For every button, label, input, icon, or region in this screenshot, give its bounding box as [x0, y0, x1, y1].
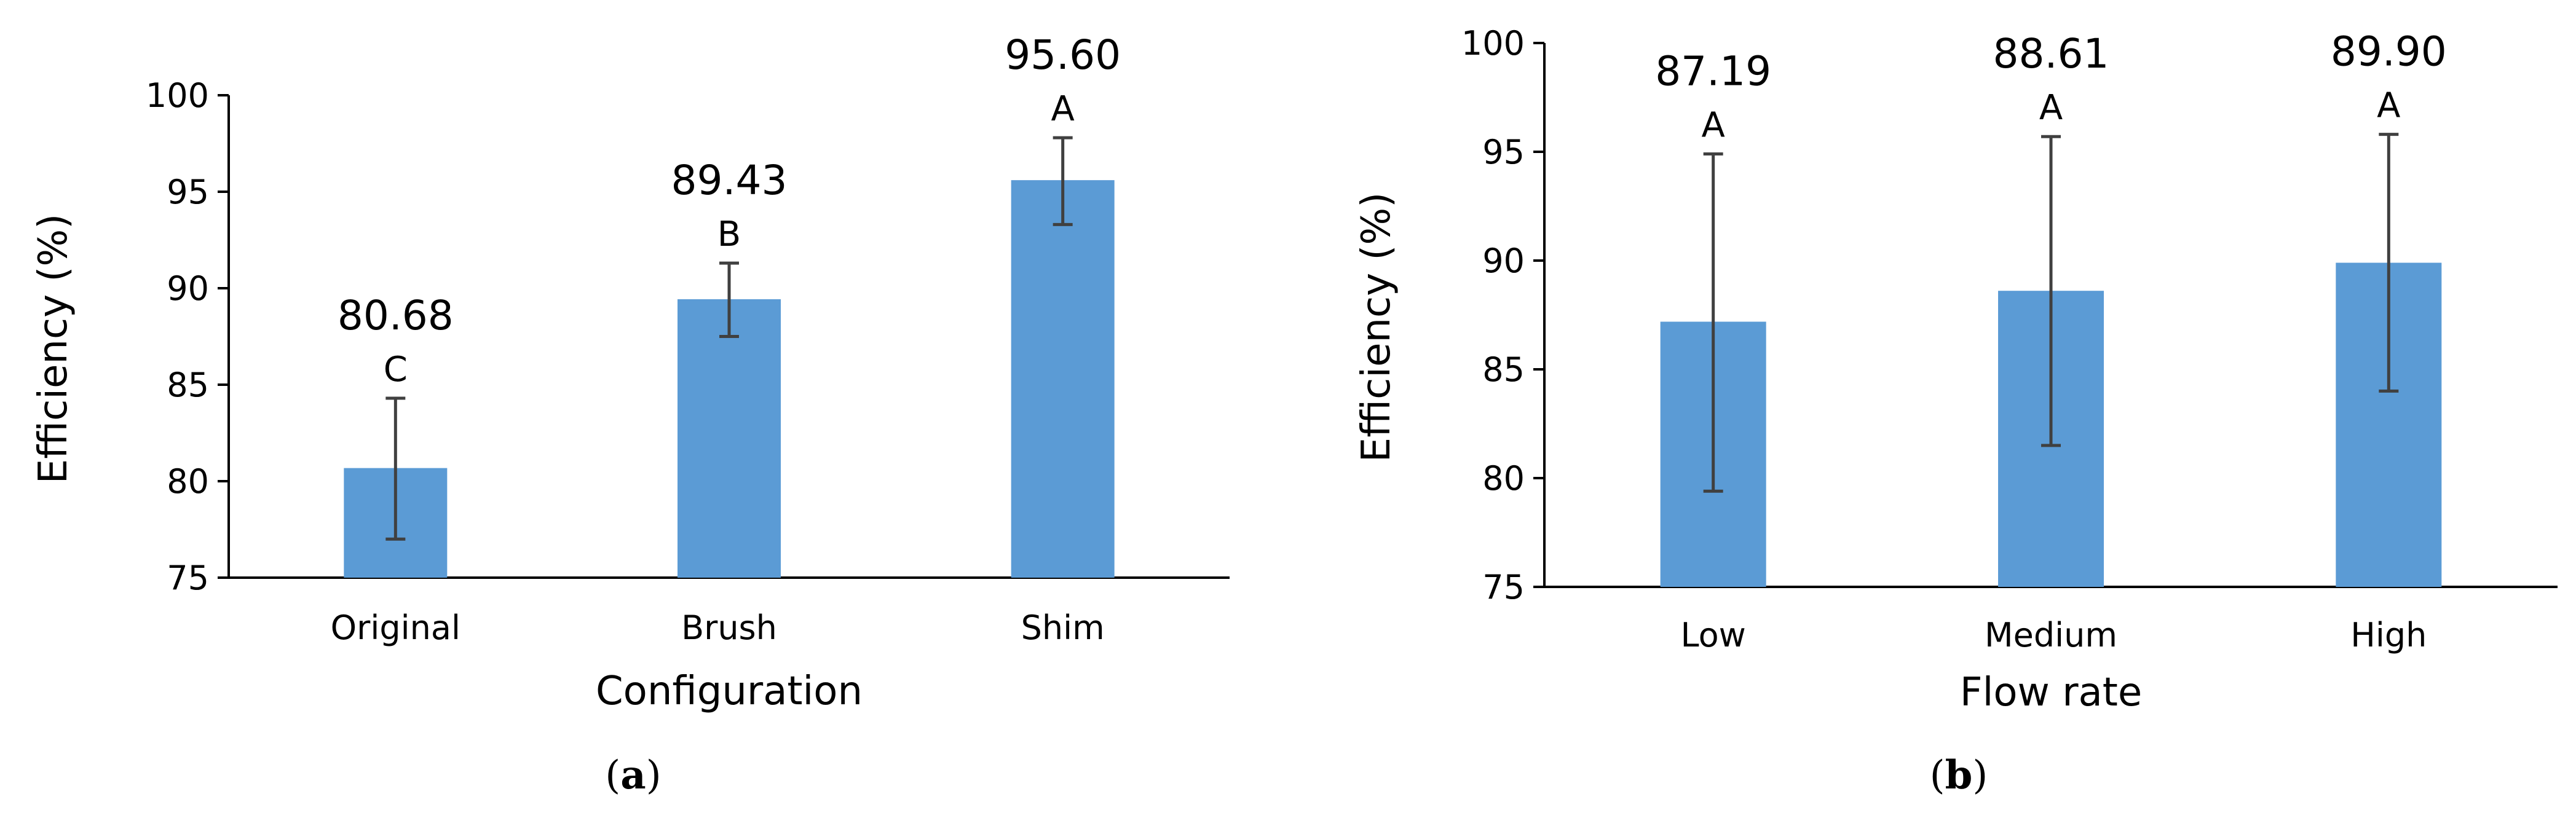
data-value-label: 89.43 [671, 157, 788, 204]
x-tick-label: Brush [681, 608, 777, 647]
chart-panel-a: 75 80 85 90 95 100 Efficiency (%) C 80.68 Origina… [31, 31, 1230, 798]
group-letter: C [384, 350, 408, 390]
data-value-label: 89.90 [2331, 28, 2447, 76]
y-tick-label: 75 [1482, 568, 1525, 607]
data-value-label: 95.60 [1005, 31, 1121, 79]
y-tick-label: 85 [1482, 350, 1525, 389]
y-tick-label: 90 [1482, 242, 1525, 280]
y-tick-label: 85 [167, 366, 209, 404]
chart-panel-b: 75 80 85 90 95 100 Efficiency (%) A 87.19 Low A 88.… [1354, 24, 2558, 798]
x-axis-title: Configuration [596, 669, 863, 714]
y-tick-label: 100 [1461, 24, 1525, 63]
x-tick-label: High [2350, 616, 2427, 654]
y-tick-label: 100 [146, 76, 209, 115]
panel-label: (a) [605, 752, 661, 798]
y-axis-title: Efficiency (%) [31, 214, 76, 484]
x-tick-label: Shim [1021, 608, 1105, 647]
group-letter: A [1702, 106, 1725, 146]
x-axis-title: Flow rate [1960, 670, 2142, 715]
y-tick-label: 90 [167, 269, 209, 308]
bar [678, 299, 781, 578]
group-letter: A [2377, 86, 2400, 126]
data-value-label: 88.61 [1993, 30, 2109, 77]
y-tick-label: 80 [1482, 459, 1525, 498]
group-letter: A [1051, 89, 1075, 129]
y-tick-label: 75 [167, 559, 209, 597]
x-tick-label: Medium [1985, 616, 2117, 654]
y-tick-label: 80 [167, 462, 209, 501]
y-tick-label: 95 [1482, 133, 1525, 171]
y-tick-label: 95 [167, 173, 209, 211]
group-letter: A [2039, 88, 2063, 128]
data-value-label: 80.68 [338, 292, 454, 339]
y-axis-title: Efficiency (%) [1354, 192, 1399, 462]
x-tick-label: Original [331, 608, 460, 647]
group-letter: B [717, 214, 741, 254]
panel-label: (b) [1930, 752, 1988, 798]
bar [1011, 180, 1115, 578]
data-value-label: 87.19 [1655, 48, 1771, 95]
x-tick-label: Low [1680, 616, 1745, 654]
